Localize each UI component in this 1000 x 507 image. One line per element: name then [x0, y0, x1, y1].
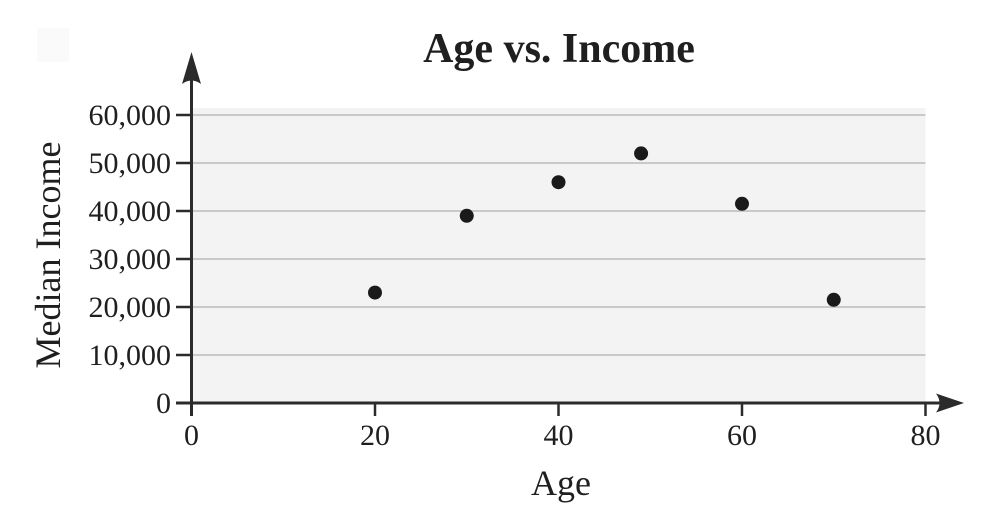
- x-tick-label: 20: [360, 419, 390, 452]
- data-point: [551, 175, 566, 190]
- y-axis-label: Median Income: [28, 142, 68, 369]
- data-point: [459, 208, 474, 223]
- chart-title: Age vs. Income: [423, 26, 695, 72]
- y-tick-label: 50,000: [89, 147, 172, 180]
- y-axis-ticks: [176, 113, 192, 405]
- x-axis-tick-labels: 0 20 40 60 80: [184, 419, 941, 452]
- x-axis-label: Age: [531, 463, 591, 503]
- data-point: [368, 285, 382, 300]
- faint-artifact-square: [37, 28, 69, 62]
- x-tick-label: 0: [184, 419, 199, 452]
- y-axis-arrowhead-icon: [182, 52, 201, 84]
- y-tick-label: 20,000: [89, 291, 172, 324]
- x-axis-arrowhead-icon: [936, 393, 964, 413]
- y-tick-label: 0: [156, 387, 171, 420]
- data-points: [368, 146, 841, 307]
- x-tick-label: 60: [727, 419, 757, 452]
- y-tick-label: 60,000: [89, 99, 172, 132]
- data-point: [634, 146, 649, 161]
- y-tick-label: 40,000: [89, 195, 172, 228]
- data-point: [826, 292, 841, 307]
- x-axis-ticks: [190, 403, 927, 416]
- x-tick-label: 80: [911, 419, 941, 452]
- gridlines: [193, 114, 926, 356]
- y-axis-tick-labels: 0 10,000 20,000 30,000 40,000 50,000 60,000: [89, 99, 172, 420]
- x-tick-label: 40: [544, 419, 574, 452]
- data-point: [735, 196, 749, 211]
- y-tick-label: 30,000: [89, 243, 172, 276]
- y-tick-label: 10,000: [89, 339, 172, 372]
- plot-area-background: [193, 108, 926, 403]
